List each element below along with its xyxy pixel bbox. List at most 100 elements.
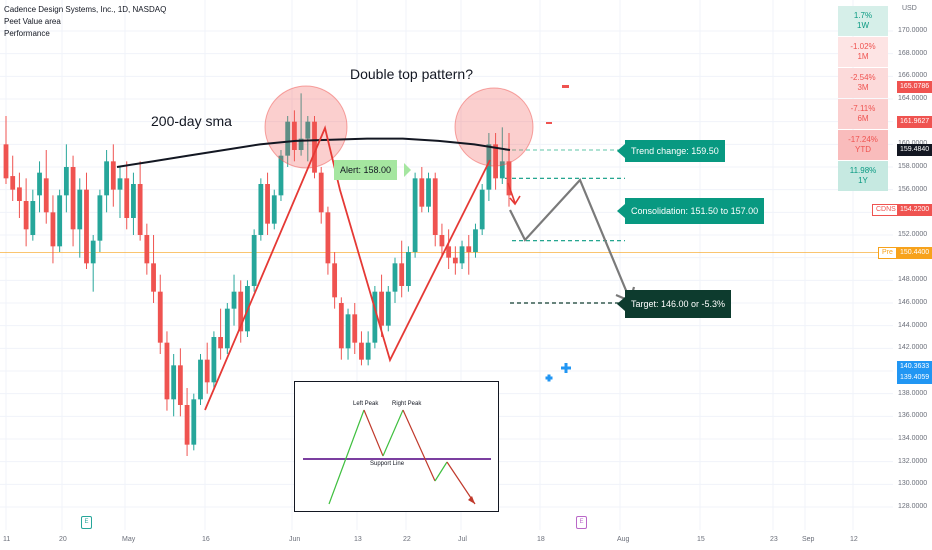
consolidation-pointer — [617, 204, 625, 218]
indicator-performance[interactable]: Performance — [4, 29, 50, 38]
price-tick-label: 136.0000 — [898, 412, 928, 420]
candle — [224, 303, 230, 354]
candle — [305, 116, 311, 162]
price-tick-label: 158.0000 — [898, 163, 928, 170]
left-peak-circle — [264, 85, 348, 169]
marker-dash — [546, 122, 552, 124]
candle-body — [144, 235, 150, 264]
drop-arrowhead — [509, 195, 521, 206]
grid-lines — [0, 0, 893, 530]
candle — [137, 161, 143, 241]
candle-body — [17, 187, 22, 201]
perf-cell-ytd[interactable]: -17.24% YTD — [838, 130, 888, 160]
blue-cross-marker — [547, 374, 551, 382]
candle-body — [446, 246, 452, 258]
candle — [84, 172, 89, 269]
candle-body — [493, 144, 498, 179]
candle-body — [473, 229, 478, 252]
candle — [352, 303, 358, 354]
right-peak-label: Right Peak — [392, 401, 422, 407]
candle-body — [184, 405, 190, 445]
price-tick-label: 152.0000 — [898, 231, 928, 238]
alert-pointer — [404, 163, 411, 177]
candle — [439, 223, 445, 258]
perf-cell-1w[interactable]: 1.7% 1W — [838, 6, 888, 36]
perf-value: -17.24% — [848, 135, 878, 144]
illustration-fall-2 — [402, 409, 436, 482]
candle — [291, 110, 297, 162]
candle — [77, 178, 83, 258]
perf-cell-1y[interactable]: 11.98% 1Y — [838, 161, 888, 191]
time-tick-label: Aug — [617, 536, 630, 543]
pattern-label: Double top pattern? — [350, 66, 473, 82]
candle-body — [332, 263, 338, 298]
illustration-rise-1 — [328, 409, 365, 505]
perf-period: YTD — [855, 145, 871, 154]
candle-body — [30, 201, 36, 235]
candle-body — [70, 167, 76, 230]
trend-change-callout: Trend change: 159.50 — [625, 140, 725, 162]
candle — [104, 150, 109, 213]
candle-body — [23, 201, 29, 230]
price-tick-label: 164.0000 — [898, 95, 928, 102]
candle-body — [198, 359, 203, 400]
time-tick-label: 11 — [3, 536, 11, 543]
price-tick-label: 144.0000 — [898, 321, 928, 329]
candlesticks — [3, 93, 512, 456]
price-tick-label: 138.0000 — [898, 389, 928, 397]
price-tick-label: 148.0000 — [898, 276, 928, 284]
candle-body — [191, 399, 197, 445]
candle — [110, 144, 116, 207]
perf-cell-3m[interactable]: -2.54% 3M — [838, 68, 888, 98]
candle — [177, 348, 183, 417]
perf-period: 1W — [857, 21, 869, 30]
perf-value: 1.7% — [853, 11, 873, 20]
time-tick-label: 13 — [354, 536, 362, 543]
perf-cell-1m[interactable]: -1.02% 1M — [838, 37, 888, 67]
marker-dash — [562, 85, 569, 88]
candle — [278, 150, 284, 201]
price-tick-label: 160.0000 — [898, 140, 927, 147]
candle — [218, 308, 224, 360]
right-peak-circle — [454, 87, 534, 167]
candle — [392, 257, 398, 303]
candle-body — [325, 212, 331, 264]
alert-callout: Alert: 158.00 — [334, 160, 398, 180]
candle-body — [63, 167, 69, 196]
candle-body — [452, 257, 458, 264]
candle-body — [218, 337, 224, 349]
time-tick-label: 16 — [202, 536, 210, 543]
candle-body — [137, 184, 143, 235]
chart-title: Cadence Design Systems, Inc., 1D, NASDAQ — [4, 5, 167, 14]
candle — [493, 133, 498, 190]
candle-body — [466, 246, 472, 252]
candle — [399, 240, 405, 298]
price-tick-label: 170.0000 — [898, 27, 928, 34]
earnings-icon[interactable]: E — [81, 516, 92, 529]
candle — [365, 331, 371, 366]
support-line-label: Support Line — [370, 461, 405, 467]
perf-period: 6M — [857, 114, 869, 123]
illustration-rise-2 — [382, 409, 404, 457]
candle — [191, 393, 197, 451]
price-tick-label: 130.0000 — [898, 480, 928, 488]
candle-body — [318, 172, 324, 213]
perf-cell-6m[interactable]: -7.11% 6M — [838, 99, 888, 129]
candle-body — [265, 184, 270, 224]
indicator-peet-value-area[interactable]: Peet Value area — [4, 17, 61, 26]
candle — [90, 235, 96, 292]
earnings-icon[interactable]: E — [576, 516, 587, 529]
candle — [144, 223, 150, 275]
candle — [265, 172, 270, 235]
target-callout: Target: 146.00 or -5.3% — [625, 290, 732, 318]
price-tick-label: 142.0000 — [898, 344, 928, 352]
candle — [184, 388, 190, 456]
candle — [466, 235, 472, 275]
illustration-fall-1 — [363, 409, 384, 457]
candle-body — [258, 184, 264, 235]
candle — [198, 354, 203, 405]
candle — [43, 150, 49, 224]
candle — [204, 342, 210, 394]
time-tick-label: 20 — [59, 536, 67, 543]
perf-value: 11.98% — [849, 166, 877, 175]
